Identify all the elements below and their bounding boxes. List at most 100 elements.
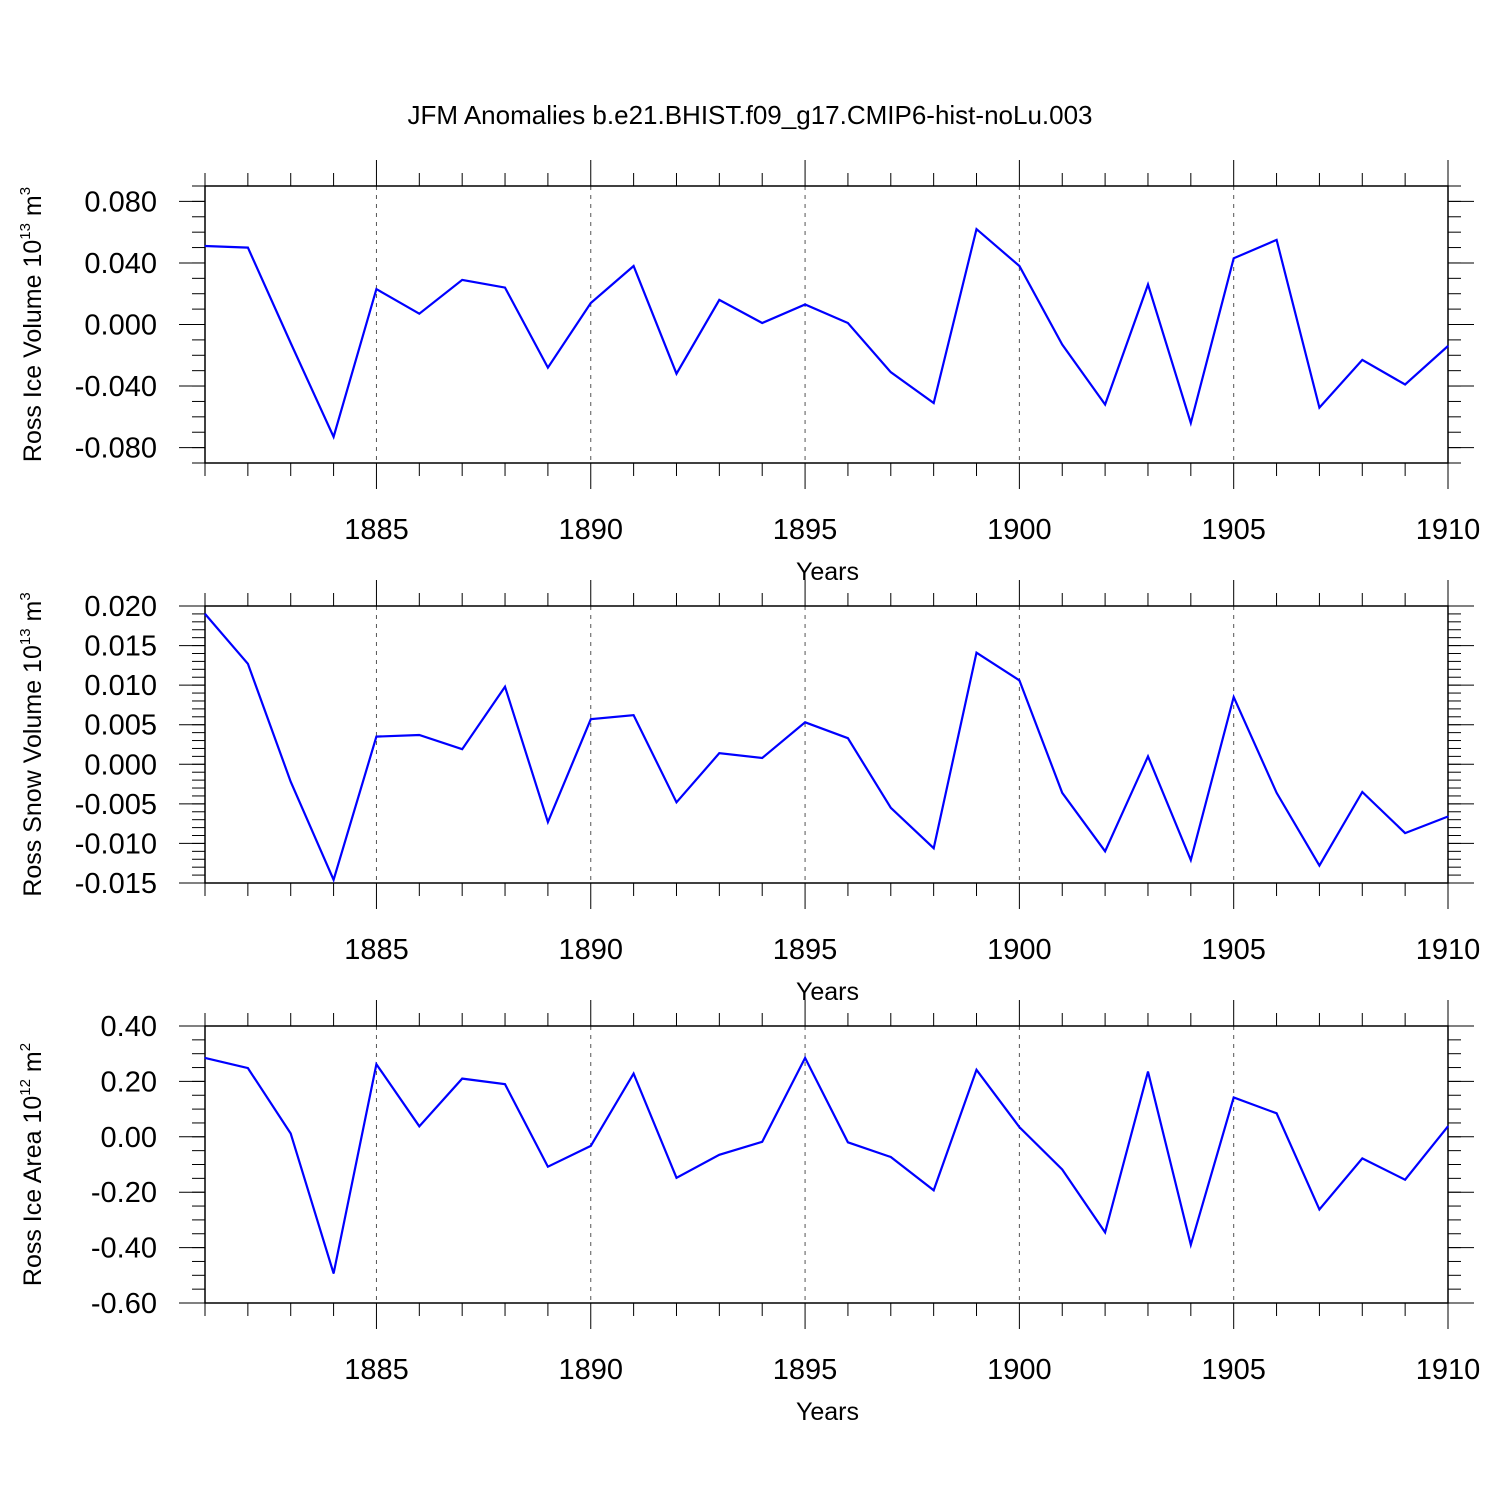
data-point bbox=[1018, 265, 1020, 267]
data-point bbox=[1190, 422, 1192, 424]
data-point bbox=[332, 1272, 335, 1274]
data-point bbox=[547, 821, 549, 823]
data-point bbox=[461, 748, 463, 750]
data-point bbox=[1361, 791, 1363, 793]
x-tick-label: 1910 bbox=[1416, 514, 1481, 546]
data-point bbox=[1318, 864, 1321, 867]
data-point bbox=[504, 686, 506, 688]
data-point bbox=[590, 302, 592, 304]
data-point bbox=[804, 721, 806, 723]
y-tick-label: -0.080 bbox=[75, 433, 157, 465]
data-point bbox=[204, 1057, 206, 1059]
x-tick-label: 1890 bbox=[559, 934, 624, 966]
data-point bbox=[1147, 755, 1149, 757]
x-axis-label: Years bbox=[796, 1398, 859, 1426]
data-point bbox=[675, 1177, 678, 1179]
y-tick-label: -0.40 bbox=[91, 1233, 157, 1265]
data-point bbox=[1233, 1096, 1235, 1099]
x-tick-label: 1910 bbox=[1416, 1354, 1481, 1386]
data-point bbox=[1104, 1231, 1106, 1233]
data-point bbox=[504, 286, 506, 289]
data-point bbox=[1275, 1112, 1278, 1114]
data-point bbox=[290, 342, 292, 344]
data-point bbox=[1447, 345, 1449, 347]
x-tick-label: 1895 bbox=[773, 934, 838, 966]
y-tick-label: -0.20 bbox=[91, 1177, 157, 1209]
data-point bbox=[847, 1141, 849, 1143]
data-point bbox=[1018, 1126, 1020, 1128]
data-point bbox=[290, 781, 292, 783]
data-point bbox=[633, 714, 635, 716]
data-point bbox=[890, 1156, 892, 1158]
data-point bbox=[332, 879, 335, 881]
data-point bbox=[590, 1145, 592, 1147]
data-point bbox=[718, 299, 720, 301]
y-tick-label: 0.00 bbox=[101, 1122, 157, 1154]
data-point bbox=[461, 279, 463, 281]
data-point bbox=[1318, 407, 1321, 409]
y-tick-label: 0.000 bbox=[84, 749, 157, 781]
x-tick-label: 1910 bbox=[1416, 934, 1481, 966]
y-tick-label: 0.20 bbox=[101, 1066, 157, 1098]
series-line bbox=[204, 1055, 1449, 1274]
panel-2: -0.015 -0.010 -0.005 0.000 0.005 0.010 0.015 0.… bbox=[17, 580, 1480, 1006]
data-point bbox=[418, 1125, 420, 1127]
x-tick-label: 1905 bbox=[1201, 514, 1266, 546]
y-tick-label: 0.40 bbox=[101, 1011, 157, 1043]
y-tick-label: 0.015 bbox=[84, 631, 157, 663]
data-point bbox=[933, 1189, 935, 1191]
data-point bbox=[547, 1166, 549, 1168]
data-point bbox=[1233, 257, 1235, 259]
y-tick-label: -0.010 bbox=[75, 828, 157, 860]
data-point bbox=[1190, 859, 1192, 861]
y-tick-label: 0.000 bbox=[84, 310, 157, 342]
data-point bbox=[847, 322, 849, 324]
x-tick-label: 1900 bbox=[987, 1354, 1052, 1386]
data-point bbox=[590, 718, 592, 720]
x-axis-label: Years bbox=[796, 558, 859, 586]
x-tick-label: 1900 bbox=[987, 934, 1052, 966]
data-point bbox=[1275, 792, 1278, 794]
data-point bbox=[761, 757, 763, 759]
x-tick-label: 1905 bbox=[1201, 1354, 1266, 1386]
data-point bbox=[204, 613, 206, 615]
data-point bbox=[247, 1067, 249, 1069]
data-point bbox=[890, 807, 892, 809]
data-point bbox=[761, 1141, 763, 1143]
data-point bbox=[675, 801, 678, 803]
data-point bbox=[633, 1073, 635, 1075]
plot-frame bbox=[204, 605, 1449, 884]
data-point bbox=[1447, 1125, 1449, 1127]
data-point bbox=[1233, 696, 1235, 698]
plot-frame bbox=[204, 1025, 1449, 1304]
data-point bbox=[804, 303, 806, 306]
y-axis-label: Ross Ice Volume 1013 m3 bbox=[17, 187, 47, 462]
y-tick-label: 0.040 bbox=[84, 248, 157, 280]
y-tick-label: 0.005 bbox=[84, 710, 157, 742]
data-point bbox=[1404, 832, 1406, 834]
data-point bbox=[375, 735, 378, 738]
x-tick-label: 1895 bbox=[773, 514, 838, 546]
chart-title: JFM Anomalies b.e21.BHIST.f09_g17.CMIP6-… bbox=[407, 100, 1092, 130]
data-point bbox=[1061, 343, 1063, 346]
series-line bbox=[204, 227, 1449, 440]
data-point bbox=[375, 288, 378, 290]
x-tick-label: 1885 bbox=[344, 934, 409, 966]
series-line bbox=[204, 613, 1449, 883]
data-point bbox=[761, 322, 763, 324]
panel-1: -0.080 -0.040 0.000 0.040 0.080 1885 1890 1895 1… bbox=[17, 160, 1480, 586]
y-tick-label: 0.020 bbox=[84, 591, 157, 623]
data-point bbox=[1061, 1168, 1063, 1171]
x-axis-label: Years bbox=[796, 978, 859, 1006]
data-point bbox=[332, 436, 335, 438]
data-point bbox=[204, 245, 206, 247]
x-tick-label: 1905 bbox=[1201, 934, 1266, 966]
x-tick-label: 1890 bbox=[559, 514, 624, 546]
data-point bbox=[1361, 1157, 1363, 1160]
data-point bbox=[975, 228, 978, 230]
y-tick-label: 0.080 bbox=[84, 186, 157, 218]
data-point bbox=[975, 1069, 978, 1071]
x-tick-label: 1895 bbox=[773, 1354, 838, 1386]
data-point bbox=[975, 652, 978, 654]
data-point bbox=[461, 1078, 463, 1080]
